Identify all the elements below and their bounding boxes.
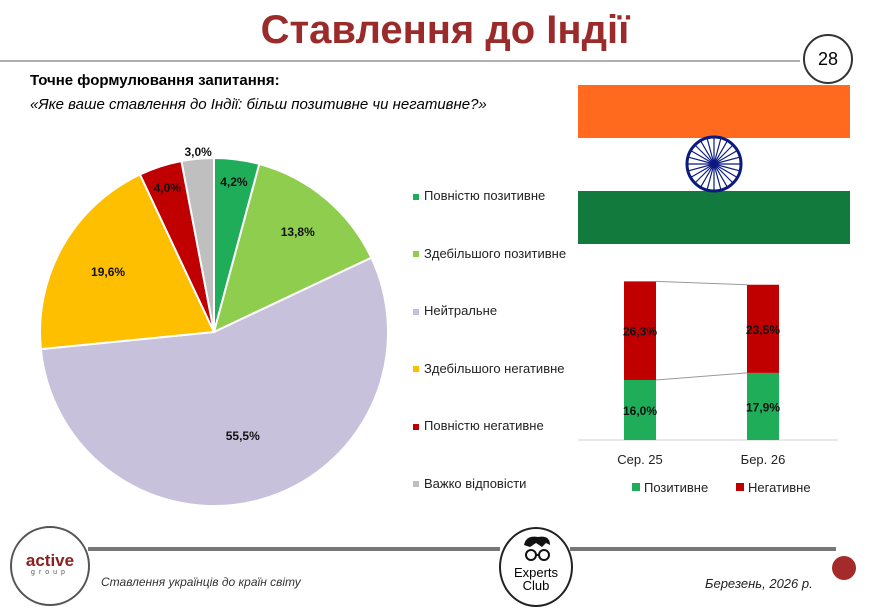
pie-data-label: 4,2%: [220, 175, 248, 189]
pie-data-label: 13,8%: [281, 225, 315, 239]
flag-white-band: [578, 135, 850, 193]
pie-slice: [212, 162, 373, 334]
pie-slice: [39, 256, 389, 507]
bar-legend-swatch: [736, 483, 744, 491]
logo-left-text: active: [25, 551, 75, 570]
pie-data-label: 3,0%: [184, 145, 212, 159]
bar-data-label: 16,0%: [623, 404, 657, 418]
pie-slice: [180, 156, 215, 333]
legend-label: Здебільшого позитивне: [424, 245, 567, 261]
bar-segment: [747, 284, 779, 373]
legend-label: Важко відповісти: [424, 475, 527, 491]
legend-item: Здебільшого негативне: [413, 361, 565, 376]
bar-segment: [624, 380, 656, 440]
legend-label: Повністю негативне: [424, 418, 544, 433]
slide-title: Ставлення до Індії: [260, 8, 630, 52]
bar-legend-swatch: [632, 483, 640, 491]
active-group-logo: active group: [10, 526, 90, 606]
legend-item: Повністю позитивне: [413, 188, 545, 203]
bar-segment: [624, 281, 656, 380]
question-label: Точне формулювання запитання:: [30, 72, 280, 89]
pie-data-label: 55,5%: [226, 429, 260, 443]
bar-data-label: 17,9%: [746, 400, 780, 414]
series-connector: [655, 372, 748, 381]
legend-label: Повністю позитивне: [424, 188, 546, 203]
title-divider: [0, 60, 800, 62]
stacked-bar-chart: 16,0% 26,3% Сер. 25 17,9% 23,5% Бер. 26 Позити…: [578, 280, 838, 495]
flag-saffron-band: [578, 85, 850, 138]
page-number: 28: [803, 34, 853, 84]
pie-slice: [39, 173, 216, 351]
logo-center-line1: Experts: [513, 565, 559, 580]
experts-club-logo: Experts Club: [499, 527, 573, 607]
legend-swatch: [413, 308, 419, 315]
legend-swatch: [413, 366, 419, 373]
question-text: «Яке ваше ставлення до Індії: більш пози…: [30, 96, 487, 113]
pie-chart: 4,2% 13,8% 55,5% 19,6% 4,0% 3,0%: [39, 145, 389, 507]
bar-data-label: 26,3%: [623, 325, 657, 339]
legend-label: Нейтральне: [424, 303, 498, 318]
footer-date: Березень, 2026 р.: [705, 576, 813, 591]
legend-item: Здебільшого позитивне: [413, 246, 566, 261]
legend-item: Нейтральне: [413, 303, 497, 318]
x-tick-label: Бер. 26: [741, 452, 786, 467]
pie-data-label: 4,0%: [154, 181, 182, 195]
logo-center-line2: Club: [522, 578, 550, 593]
ashoka-chakra-icon: [685, 135, 743, 193]
footer-line-left: [88, 547, 500, 551]
bar-segment: [747, 372, 779, 440]
footer-line-right: [570, 547, 836, 551]
footer-dot: [832, 556, 856, 580]
footer-subtitle: Ставлення українців до країн світу: [101, 575, 301, 589]
bar-legend-label: Негативне: [748, 480, 811, 495]
legend-swatch: [413, 193, 419, 200]
legend-swatch: [413, 481, 419, 488]
legend-swatch: [413, 423, 419, 430]
x-tick-label: Сер. 25: [617, 452, 663, 467]
legend-label: Здебільшого негативне: [424, 360, 565, 376]
logo-left-sub: group: [31, 569, 69, 576]
glasses-face-icon: [524, 536, 550, 561]
bar-legend-label: Позитивне: [644, 480, 708, 495]
legend-item: Повністю негативне: [413, 418, 544, 433]
flag-green-band: [578, 191, 850, 244]
series-connector: [655, 280, 748, 286]
legend-swatch: [413, 251, 419, 258]
pie-data-label: 19,6%: [91, 265, 125, 279]
legend-item: Важко відповісти: [413, 476, 526, 491]
bar-data-label: 23,5%: [746, 323, 780, 337]
india-flag: [578, 85, 850, 244]
